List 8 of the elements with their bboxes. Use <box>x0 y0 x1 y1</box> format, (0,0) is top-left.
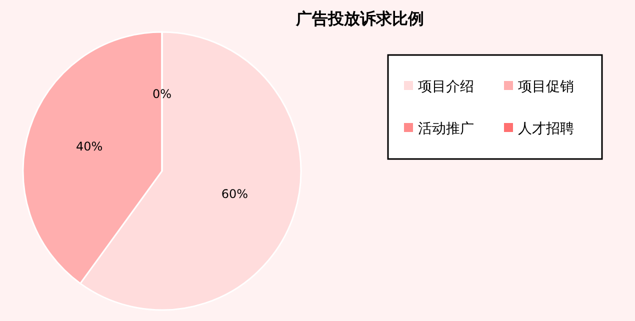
text: 0% <box>152 86 172 101</box>
data-label: 40% <box>76 140 103 154</box>
chart-title: 广告投放诉求比例 <box>295 9 424 28</box>
legend-label: 项目介绍 <box>418 78 474 95</box>
data-label: 60% <box>221 186 248 201</box>
legend-label: 人才招聘 <box>518 120 574 137</box>
legend-label: 活动推广 <box>418 120 474 137</box>
legend-label: 项目促销 <box>518 78 574 95</box>
